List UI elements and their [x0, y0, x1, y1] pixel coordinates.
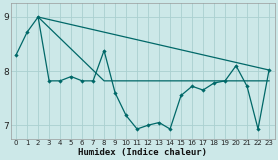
X-axis label: Humidex (Indice chaleur): Humidex (Indice chaleur)	[78, 148, 207, 156]
